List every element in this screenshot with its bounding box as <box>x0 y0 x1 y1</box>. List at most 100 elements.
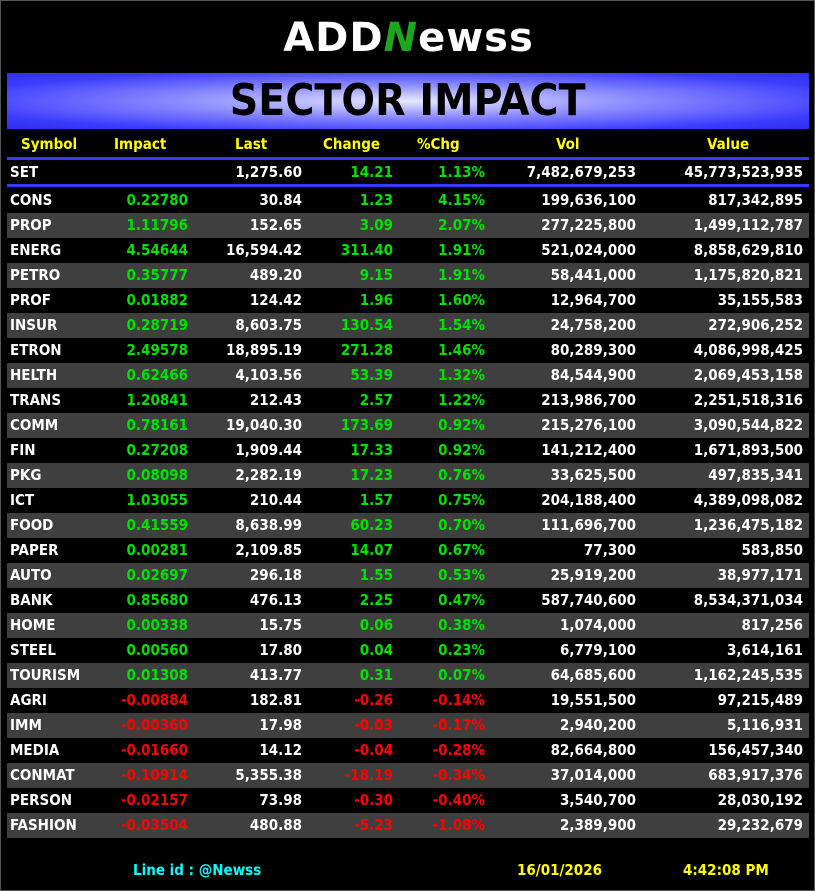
cell-change: -18.19 <box>344 766 393 784</box>
last: 1,275.60 <box>235 163 302 181</box>
cell-value: 5,116,931 <box>727 716 803 734</box>
cell-pct: -0.28% <box>432 741 485 759</box>
page-title: SECTOR IMPACT <box>230 75 586 126</box>
cell-change: -0.04 <box>354 741 393 759</box>
logo-text: ewss <box>418 15 534 61</box>
cell-impact: 0.27208 <box>126 441 188 459</box>
cell-symbol: HELTH <box>10 366 58 384</box>
cell-symbol: ETRON <box>10 341 62 359</box>
cell-impact: 1.03055 <box>126 491 188 509</box>
cell-change: -0.30 <box>354 791 393 809</box>
cell-vol: 3,540,700 <box>560 791 636 809</box>
cell-symbol: FIN <box>10 441 36 459</box>
table-header: Symbol Impact Last Change %Chg Vol Value <box>7 132 809 157</box>
table-row: ETRON 2.49578 18,895.19 271.28 1.46% 80,289,3… <box>7 338 809 363</box>
cell-value: 28,030,192 <box>717 791 803 809</box>
cell-change: -0.03 <box>354 716 393 734</box>
cell-symbol: CONS <box>10 191 53 209</box>
cell-pct: 1.46% <box>438 341 485 359</box>
table-row: ICT 1.03055 210.44 1.57 0.75% 204,188,400 4,38… <box>7 488 809 513</box>
cell-pct: -0.14% <box>432 691 485 709</box>
logo-text: ADD <box>283 15 384 61</box>
cell-symbol: BANK <box>10 591 53 609</box>
cell-change: 2.25 <box>359 591 393 609</box>
cell-change: 14.07 <box>350 541 393 559</box>
cell-value: 817,342,895 <box>708 191 803 209</box>
cell-last: 14.12 <box>259 741 302 759</box>
cell-last: 4,103.56 <box>235 366 302 384</box>
cell-change: 60.23 <box>350 516 393 534</box>
table-row: MEDIA -0.01660 14.12 -0.04 -0.28% 82,664,800 1… <box>7 738 809 763</box>
cell-pct: 0.76% <box>438 466 485 484</box>
time: 4:42:08 PM <box>683 861 769 879</box>
cell-pct: -0.40% <box>432 791 485 809</box>
cell-value: 2,069,453,158 <box>693 366 803 384</box>
cell-value: 272,906,252 <box>708 316 803 334</box>
cell-value: 1,162,245,535 <box>693 666 803 684</box>
cell-value: 97,215,489 <box>717 691 803 709</box>
cell-last: 1,909.44 <box>235 441 302 459</box>
cell-pct: 1.91% <box>438 241 485 259</box>
cell-last: 5,355.38 <box>235 766 302 784</box>
cell-pct: -0.34% <box>432 766 485 784</box>
cell-last: 8,638.99 <box>235 516 302 534</box>
cell-impact: 0.01882 <box>126 291 188 309</box>
table-row: PROP 1.11796 152.65 3.09 2.07% 277,225,800 1,4… <box>7 213 809 238</box>
cell-vol: 12,964,700 <box>550 291 636 309</box>
cell-change: 9.15 <box>359 266 393 284</box>
divider <box>7 184 809 187</box>
cell-vol: 199,636,100 <box>541 191 636 209</box>
table-row: CONMAT -0.10914 5,355.38 -18.19 -0.34% 37,014… <box>7 763 809 788</box>
date: 16/01/2026 <box>517 861 602 879</box>
cell-last: 8,603.75 <box>235 316 302 334</box>
cell-last: 124.42 <box>249 291 302 309</box>
cell-change: 2.57 <box>359 391 393 409</box>
table-row: FIN 0.27208 1,909.44 17.33 0.92% 141,212,400 1… <box>7 438 809 463</box>
cell-value: 156,457,340 <box>708 741 803 759</box>
cell-pct: 0.67% <box>438 541 485 559</box>
cell-change: 17.33 <box>350 441 393 459</box>
cell-pct: -1.08% <box>432 816 485 834</box>
col-pctchg: %Chg <box>417 135 460 153</box>
cell-value: 583,850 <box>741 541 803 559</box>
cell-change: 173.69 <box>340 416 393 434</box>
cell-change: 1.23 <box>359 191 393 209</box>
cell-impact: -0.01660 <box>120 741 188 759</box>
table-row: ENERG 4.54644 16,594.42 311.40 1.91% 521,024,… <box>7 238 809 263</box>
cell-change: 311.40 <box>340 241 393 259</box>
cell-last: 15.75 <box>259 616 302 634</box>
cell-change: 1.55 <box>359 566 393 584</box>
table-row: TOURISM 0.01308 413.77 0.31 0.07% 64,685,600 1… <box>7 663 809 688</box>
cell-impact: 1.11796 <box>126 216 188 234</box>
cell-vol: 77,300 <box>583 541 636 559</box>
cell-change: -5.23 <box>354 816 393 834</box>
index-row: SET 1,275.60 14.21 1.13% 7,482,679,253 4… <box>7 160 809 185</box>
cell-last: 17.80 <box>259 641 302 659</box>
cell-value: 817,256 <box>741 616 803 634</box>
cell-pct: 0.23% <box>438 641 485 659</box>
cell-pct: 0.47% <box>438 591 485 609</box>
cell-vol: 277,225,800 <box>541 216 636 234</box>
cell-vol: 141,212,400 <box>541 441 636 459</box>
table-row: HOME 0.00338 15.75 0.06 0.38% 1,074,000 817,25… <box>7 613 809 638</box>
cell-pct: 0.38% <box>438 616 485 634</box>
cell-pct: 1.60% <box>438 291 485 309</box>
cell-last: 30.84 <box>259 191 302 209</box>
cell-symbol: FASHION <box>10 816 77 834</box>
cell-impact: 0.22780 <box>126 191 188 209</box>
cell-pct: 1.54% <box>438 316 485 334</box>
cell-value: 8,534,371,034 <box>693 591 803 609</box>
cell-pct: 0.92% <box>438 441 485 459</box>
cell-symbol: TRANS <box>10 391 62 409</box>
cell-last: 212.43 <box>249 391 302 409</box>
cell-last: 489.20 <box>249 266 302 284</box>
cell-symbol: PROF <box>10 291 51 309</box>
cell-last: 152.65 <box>249 216 302 234</box>
cell-pct: 1.32% <box>438 366 485 384</box>
pct-change: 1.13% <box>438 163 485 181</box>
cell-impact: -0.00360 <box>120 716 188 734</box>
cell-value: 4,389,098,082 <box>693 491 803 509</box>
cell-value: 3,090,544,822 <box>693 416 803 434</box>
cell-vol: 6,779,100 <box>560 641 636 659</box>
cell-value: 2,251,518,316 <box>693 391 803 409</box>
